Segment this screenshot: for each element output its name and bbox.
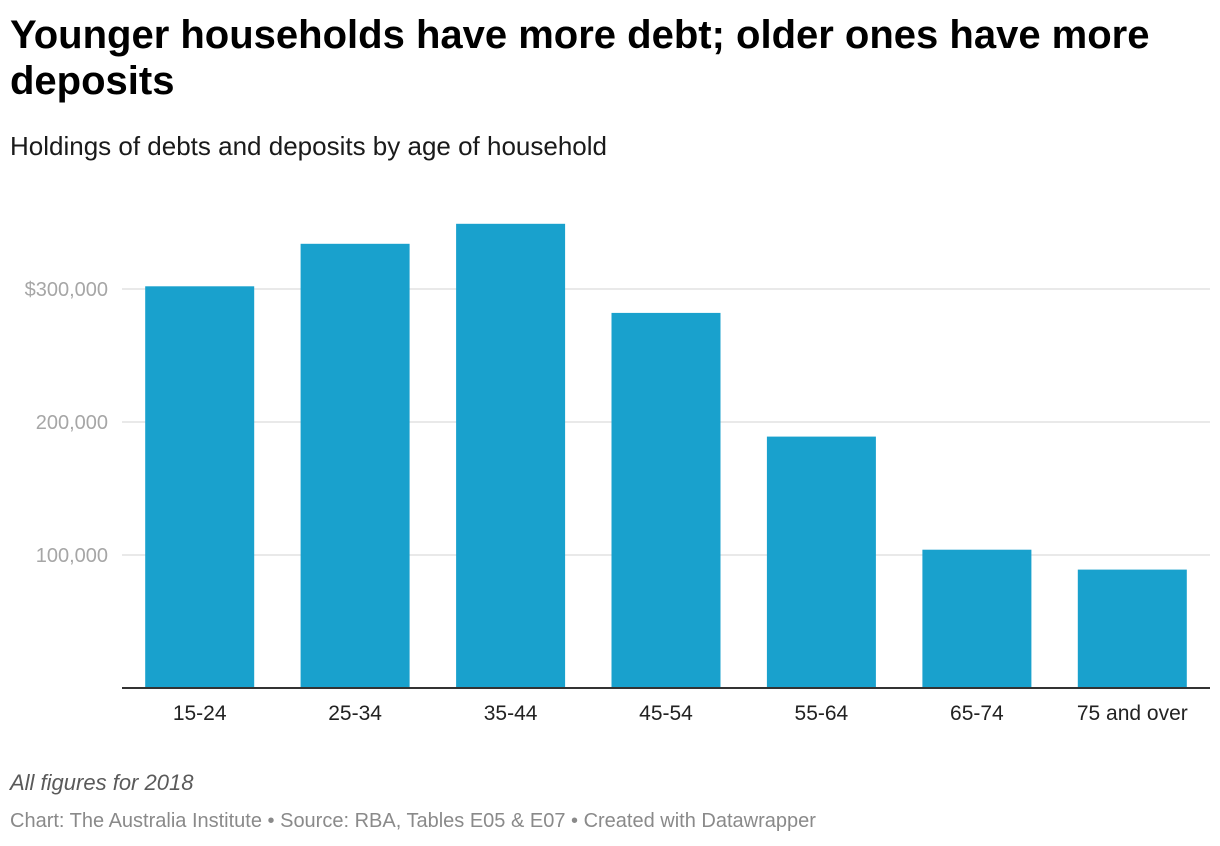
- bar-75-and-over: [1077, 569, 1187, 688]
- bar-55-64: [766, 436, 876, 688]
- x-tick-label: 15-24: [173, 702, 227, 725]
- x-tick-label: 55-64: [795, 702, 849, 725]
- x-tick-label: 45-54: [639, 702, 693, 725]
- chart-title: Younger households have more debt; older…: [10, 13, 1150, 103]
- y-axis-ticks: 100,000 200,000 $300,000: [25, 279, 108, 567]
- bar-45-54: [611, 312, 721, 688]
- bars: [145, 223, 1187, 689]
- bar-15-24: [145, 286, 255, 688]
- y-tick-label: 200,000: [36, 412, 108, 434]
- chart-notes: All figures for 2018: [10, 770, 194, 795]
- y-tick-label: 100,000: [36, 545, 108, 567]
- chart-subtitle: Holdings of debts and deposits by age of…: [10, 131, 607, 161]
- x-tick-label: 75 and over: [1077, 702, 1188, 725]
- x-tick-label: 25-34: [328, 702, 382, 725]
- x-tick-label: 35-44: [484, 702, 538, 725]
- chart-byline: Chart: The Australia Institute • Source:…: [10, 810, 816, 832]
- x-axis-ticks: 15-24 25-34 35-44 45-54 55-64 65-74 75 and ove…: [173, 702, 1188, 725]
- bar-25-34: [300, 243, 410, 689]
- bar-65-74: [922, 549, 1032, 688]
- y-tick-label: $300,000: [25, 279, 108, 301]
- bar-35-44: [456, 223, 566, 689]
- x-tick-label: 65-74: [950, 702, 1004, 725]
